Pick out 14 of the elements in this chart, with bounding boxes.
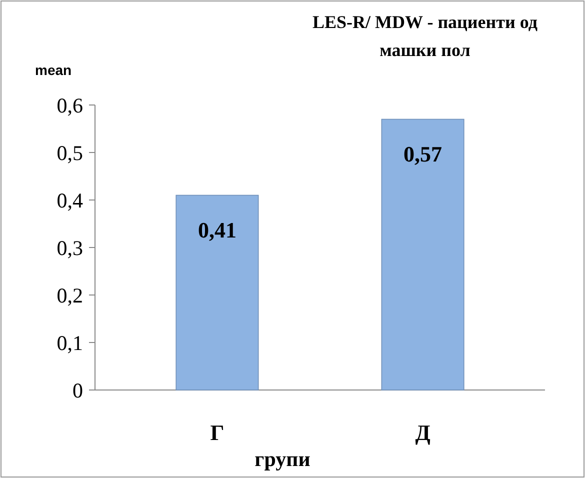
y-tick-label: 0,1 [56, 330, 83, 355]
x-axis-title: групи [254, 447, 310, 471]
y-axis-title: mean [35, 62, 72, 78]
y-tick-label: 0,6 [56, 93, 83, 118]
y-tick-label: 0,3 [56, 236, 83, 260]
x-tick-label: Г [210, 420, 224, 445]
data-label: 0,41 [198, 217, 236, 242]
y-tick-label: 0 [72, 378, 83, 402]
y-tick-label: 0,2 [56, 283, 83, 308]
data-label: 0,57 [404, 141, 442, 166]
x-tick-label: Д [415, 420, 430, 445]
y-tick-label: 0,4 [56, 188, 84, 212]
chart-title: LES-R/ MDW - пациенти од машки пол [312, 12, 538, 60]
y-tick-label: 0,5 [56, 140, 83, 165]
